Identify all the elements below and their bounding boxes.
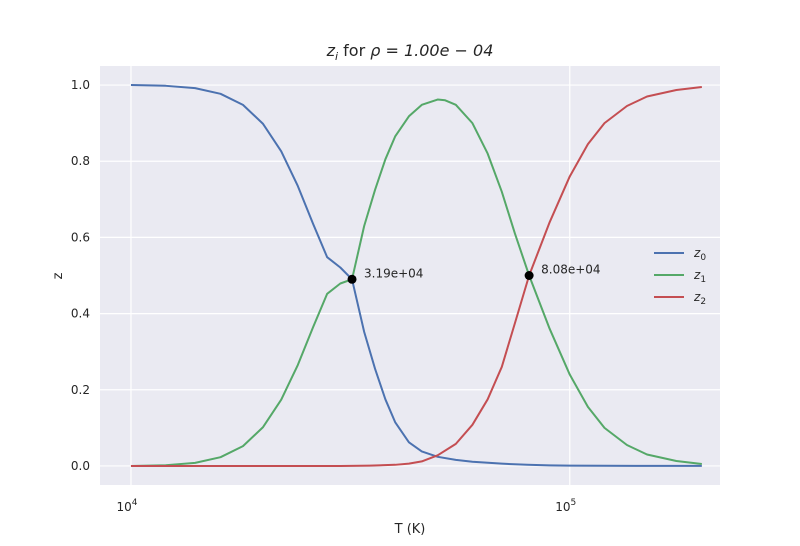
y-axis-ticks: 0.0 0.2 0.4 0.6 0.8 1.0 bbox=[71, 78, 90, 473]
intersection-label: 3.19e+04 bbox=[364, 266, 423, 280]
y-tick-label: 0.0 bbox=[71, 459, 90, 473]
intersection-label: 8.08e+04 bbox=[541, 263, 600, 277]
legend: z0 z1 z2 bbox=[654, 246, 706, 307]
y-tick-label: 0.4 bbox=[71, 307, 90, 321]
legend-label-z0: z0 bbox=[693, 246, 706, 263]
x-tick-label: 105 bbox=[555, 498, 576, 514]
plot-area bbox=[100, 66, 720, 485]
annotation-layer: 3.19e+04 8.08e+04 bbox=[347, 263, 601, 284]
chart-title: zi for ρ = 1.00e − 04 bbox=[326, 41, 494, 63]
x-axis-ticks: 104 105 bbox=[116, 498, 576, 514]
y-tick-label: 0.8 bbox=[71, 154, 90, 168]
series-line-z1 bbox=[130, 98, 702, 467]
x-axis-label: T (K) bbox=[394, 522, 426, 537]
series-line-z2 bbox=[130, 85, 702, 467]
y-axis-label: z bbox=[51, 272, 66, 279]
intersection-point bbox=[524, 271, 534, 280]
x-tick-label: 104 bbox=[116, 498, 137, 514]
series-layer bbox=[130, 84, 702, 467]
legend-label-z1: z1 bbox=[693, 268, 706, 285]
y-tick-label: 0.6 bbox=[71, 230, 90, 244]
intersection-point bbox=[347, 274, 357, 284]
legend-label-z2: z2 bbox=[693, 290, 706, 307]
series-line-z0 bbox=[130, 84, 702, 467]
y-tick-label: 1.0 bbox=[71, 78, 90, 92]
y-tick-label: 0.2 bbox=[71, 383, 90, 397]
